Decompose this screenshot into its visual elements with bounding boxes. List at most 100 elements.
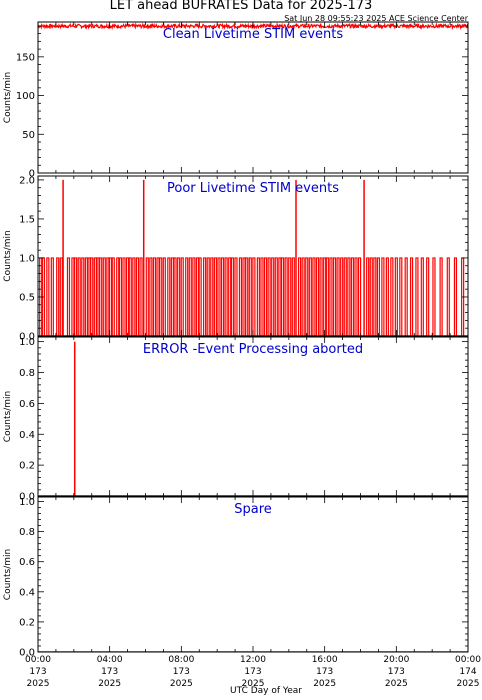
spike-mark xyxy=(228,257,232,336)
panel-frame xyxy=(37,21,469,174)
spike-mark xyxy=(135,257,140,336)
x-tick-label: 04:00 xyxy=(97,655,123,665)
spike-mark xyxy=(373,257,377,336)
spike-mark xyxy=(59,257,63,336)
spike-mark xyxy=(125,257,130,336)
spike-mark xyxy=(358,257,362,336)
y-tick-label: 1.5 xyxy=(19,214,35,225)
chart-title: LET ahead BUFRATES Data for 2025-173 xyxy=(110,0,373,13)
y-axis-label: Counts/min xyxy=(3,72,13,123)
spike-mark xyxy=(46,257,50,336)
spike-mark xyxy=(159,257,163,336)
spike-mark xyxy=(77,257,81,336)
spike-mark xyxy=(192,257,196,336)
y-tick-label: 50 xyxy=(22,130,35,141)
spike-mark xyxy=(256,257,260,336)
spike-mark xyxy=(404,257,408,336)
spike-mark xyxy=(248,257,252,336)
y-tick-label: 150 xyxy=(16,52,35,63)
x-tick-label: 2025 xyxy=(170,679,193,689)
spike-mark xyxy=(173,257,177,336)
y-tick-label: 0.6 xyxy=(19,399,35,410)
spike-mark xyxy=(350,257,355,336)
y-tick-label: 0.0 xyxy=(19,648,35,659)
y-tick-label: 100 xyxy=(16,91,35,102)
spike-mark xyxy=(90,257,94,336)
panel-title: Spare xyxy=(234,502,272,517)
spike-mark xyxy=(260,257,264,336)
spike-mark xyxy=(439,257,443,336)
spike-mark xyxy=(409,257,414,336)
chart-timestamp: Sat Jun 28 09:55:23 2025 ACE Science Cen… xyxy=(284,14,469,23)
spike-mark xyxy=(274,257,278,336)
spike-mark xyxy=(432,257,436,336)
panel-4: 0.0 0.2 0.4 0.6 0.8 1.0 Counts/min Spare xyxy=(3,496,469,659)
spike-mark xyxy=(301,257,305,336)
spike-mark xyxy=(145,257,149,336)
x-tick-label: 173 xyxy=(29,667,46,677)
spike-mark xyxy=(280,257,285,336)
spike-mark xyxy=(156,257,160,336)
spike-mark xyxy=(291,257,295,336)
spike-mark xyxy=(81,257,85,336)
spike-mark xyxy=(106,257,110,336)
y-tick-label: 0.5 xyxy=(19,292,35,303)
spike-mark xyxy=(180,257,184,336)
spike-mark xyxy=(297,257,302,336)
spike-mark xyxy=(74,257,78,336)
x-tick-label: 174 xyxy=(459,667,476,677)
x-tick-label: 2025 xyxy=(242,679,265,689)
spike-mark xyxy=(245,257,249,336)
spike-mark xyxy=(385,257,389,336)
spike-mark xyxy=(340,257,344,336)
spike-mark xyxy=(50,257,54,336)
x-tick-label: 173 xyxy=(316,667,333,677)
spike-mark xyxy=(152,257,157,336)
panel-frame xyxy=(37,336,469,497)
y-tick-label: 0.4 xyxy=(19,430,35,441)
spike-mark xyxy=(99,257,103,336)
y-tick-label: 1.0 xyxy=(19,497,35,508)
x-tick-label: 20:00 xyxy=(383,655,409,665)
spike-mark xyxy=(366,257,370,336)
y-tick-label: 0.4 xyxy=(19,587,35,598)
spike-mark xyxy=(420,257,424,336)
spike-mark xyxy=(71,257,75,336)
x-tick-label: 16:00 xyxy=(312,655,338,665)
spike-mark xyxy=(198,257,202,336)
spike-mark xyxy=(325,257,329,336)
spike-mark xyxy=(224,257,228,336)
x-tick-label: 173 xyxy=(173,667,190,677)
x-tick-label: 2025 xyxy=(98,679,121,689)
x-tick-label: 00:00 xyxy=(455,655,481,665)
x-tick-label: 00:00 xyxy=(25,655,51,665)
y-axis-label: Counts/min xyxy=(3,391,13,442)
panel-frame xyxy=(37,496,469,653)
spike-mark xyxy=(118,257,123,336)
spike-mark xyxy=(139,257,143,336)
y-tick-label: 0.0 xyxy=(19,332,35,343)
spike-mark xyxy=(263,257,268,336)
y-tick-label: 0.2 xyxy=(19,617,35,628)
spike-mark xyxy=(93,257,97,336)
spike-mark xyxy=(220,257,225,336)
spike-mark xyxy=(399,257,403,336)
spike-mark xyxy=(170,257,174,336)
spike-mark xyxy=(278,257,282,336)
panel-data xyxy=(38,341,468,496)
spike-mark xyxy=(394,257,398,336)
spike-mark xyxy=(96,257,100,336)
y-tick-label: 1.0 xyxy=(19,337,35,348)
x-tick-label: 12:00 xyxy=(240,655,266,665)
spike-mark xyxy=(203,257,207,336)
spike-mark xyxy=(102,257,106,336)
y-tick-label: 1.0 xyxy=(19,253,35,264)
x-tick-label: 173 xyxy=(244,667,261,677)
spike-mark xyxy=(66,257,71,336)
x-axis-label: UTC Day of Year xyxy=(230,686,302,696)
spike-mark xyxy=(234,257,238,336)
spike-mark xyxy=(284,257,288,336)
y-tick-label: 2.0 xyxy=(19,175,35,186)
